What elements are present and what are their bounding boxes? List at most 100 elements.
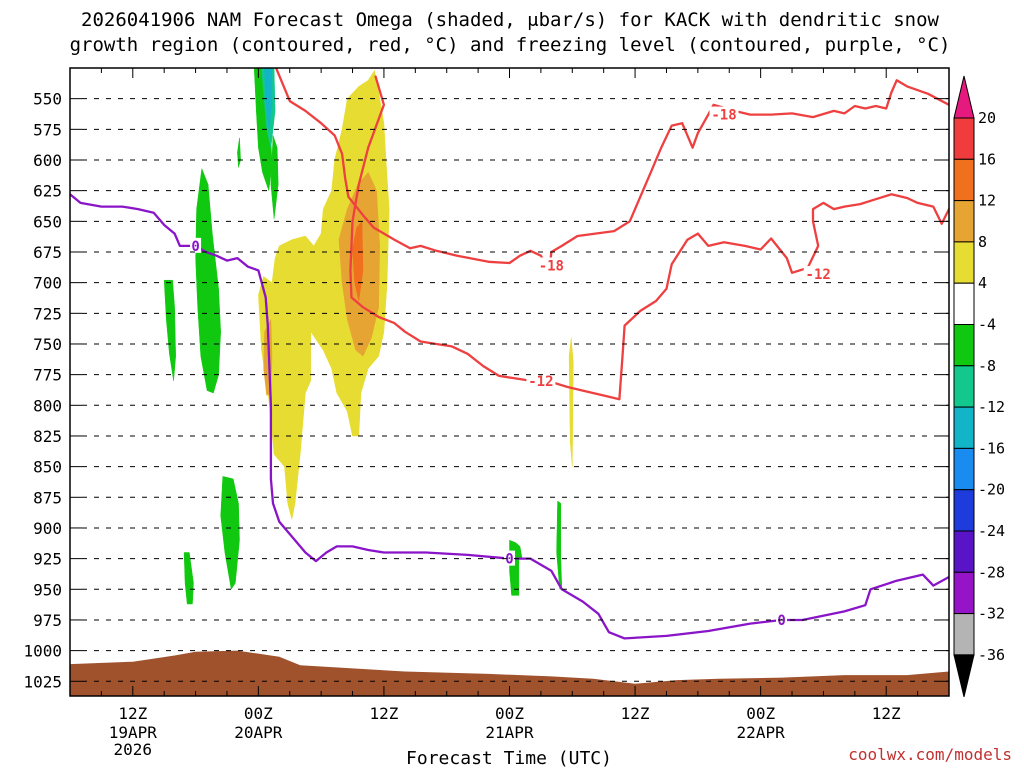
colorbar-swatch — [953, 365, 975, 408]
omega-shade-region-11 — [163, 279, 176, 381]
terrain — [70, 650, 949, 696]
x-tick-year-label: 2026 — [114, 740, 153, 759]
omega-shade-region-14 — [509, 539, 523, 596]
colorbar-swatch — [953, 489, 975, 532]
x-axis-title: Forecast Time (UTC) — [406, 748, 612, 768]
contour-label-bg — [709, 106, 739, 122]
colorbar-tick-label: -20 — [978, 481, 1005, 499]
contour-label: -18 — [539, 258, 564, 274]
y-tick-label: 1025 — [23, 672, 62, 691]
contour-label: 0 — [505, 552, 513, 568]
y-tick-label: 675 — [33, 243, 62, 262]
colorbar-bottom-arrow — [953, 654, 975, 698]
colorbar-tick-label: 8 — [978, 233, 987, 251]
y-tick-label: 950 — [33, 580, 62, 599]
colorbar-swatch — [953, 613, 975, 656]
colorbar-tick-label: 20 — [978, 109, 996, 127]
x-tick-label: 00Z — [495, 704, 524, 723]
contour-line-dgz-0 — [274, 68, 949, 272]
credit-text: coolwx.com/models — [848, 745, 1012, 764]
omega-shade-region-2 — [352, 220, 364, 302]
omega-shade-region-12 — [220, 476, 240, 590]
y-tick-label: 650 — [33, 212, 62, 231]
x-tick-date-label: 19APR — [109, 723, 158, 742]
x-tick-date-label: 22APR — [737, 723, 786, 742]
y-tick-label: 750 — [33, 335, 62, 354]
x-tick-label: 00Z — [746, 704, 775, 723]
x-tick-date-label: 21APR — [485, 723, 534, 742]
omega-shade-region-9 — [237, 137, 241, 168]
contour-label: -12 — [806, 267, 831, 283]
contour-label-bg — [536, 257, 566, 273]
contour-label-bg — [190, 237, 202, 253]
x-tick-label: 12Z — [369, 704, 398, 723]
colorbar-tick-label: -8 — [978, 357, 996, 375]
colorbar-swatch — [953, 571, 975, 615]
omega-shade-region-4 — [568, 337, 574, 467]
contour-line-dgz-1 — [349, 75, 949, 401]
omega-shade-region-8 — [270, 135, 279, 219]
omega-shade-region-15 — [556, 500, 563, 590]
colorbar-tick-label: 12 — [978, 192, 996, 210]
contour-label: 0 — [191, 239, 199, 255]
colorbar-top-arrow — [953, 75, 975, 119]
contour-label: 0 — [777, 613, 785, 629]
y-tick-label: 800 — [33, 396, 62, 415]
colorbar-tick-label: -32 — [978, 605, 1005, 623]
colorbar-swatch — [953, 324, 975, 367]
colorbar-swatch — [953, 241, 975, 284]
colorbar-swatch — [953, 530, 975, 573]
colorbar-swatch — [953, 117, 975, 160]
plot-frame — [69, 67, 950, 697]
y-tick-label: 550 — [33, 90, 62, 109]
colorbar-tick-label: -16 — [978, 439, 1005, 457]
colorbar-tick-label: -36 — [978, 646, 1005, 664]
y-tick-label: 975 — [33, 611, 62, 630]
contour-lines — [70, 68, 949, 640]
x-tick-date-label: 20APR — [234, 723, 283, 742]
colorbar-swatch — [953, 158, 975, 202]
colorbar-swatch — [953, 447, 975, 491]
y-tick-label: 850 — [33, 458, 62, 477]
y-tick-label: 625 — [33, 182, 62, 201]
contour-label-bg — [526, 372, 556, 388]
chart-title-line-1: 2026041906 NAM Forecast Omega (shaded, μ… — [81, 9, 939, 31]
colorbar-swatch — [953, 200, 975, 243]
omega-shade-region-10 — [195, 168, 221, 394]
contour-label: -12 — [528, 374, 553, 390]
colorbar-tick-label: 4 — [978, 274, 987, 292]
y-tick-label: 700 — [33, 274, 62, 293]
y-tick-label: 575 — [33, 120, 62, 139]
y-tick-label: 875 — [33, 488, 62, 507]
y-tick-label: 925 — [33, 550, 62, 569]
x-tick-label: 12Z — [118, 704, 147, 723]
y-tick-label: 900 — [33, 519, 62, 538]
contour-label-bg — [504, 550, 515, 566]
terrain-fill — [70, 650, 949, 696]
y-tick-label: 725 — [33, 304, 62, 323]
y-axis: 550 575 600 625 650 675 700 725 750 775 800 825 850 8… — [23, 90, 949, 691]
y-tick-label: 825 — [33, 427, 62, 446]
chart-title-line-2: growth region (contoured, red, °C) and f… — [70, 34, 951, 56]
colorbar-tick-label: -4 — [978, 316, 996, 334]
colorbar-tick-label: -24 — [978, 522, 1005, 540]
colorbar-swatch — [953, 282, 975, 326]
x-tick-label: 00Z — [244, 704, 273, 723]
colorbar-swatch — [953, 406, 975, 449]
x-tick-label: 12Z — [872, 704, 901, 723]
contour-label: -18 — [711, 108, 736, 124]
omega-shade-region-13 — [183, 552, 194, 605]
y-tick-label: 1000 — [23, 642, 62, 661]
y-tick-label: 775 — [33, 366, 62, 385]
contour-label-bg — [803, 266, 833, 282]
colorbar-tick-label: 16 — [978, 150, 996, 168]
colorbar-tick-label: -12 — [978, 398, 1005, 416]
contour-line-freezing-level — [70, 193, 949, 640]
x-tick-label: 12Z — [621, 704, 650, 723]
y-tick-label: 600 — [33, 151, 62, 170]
colorbar: 20 16 12 8 4 -4 -8 -12 -16 -20 -24 -28 -32 -36 — [953, 75, 1005, 698]
plot-area: -18 -18 -12 -12 0 0 0 — [70, 68, 949, 696]
colorbar-tick-label: -28 — [978, 563, 1005, 581]
